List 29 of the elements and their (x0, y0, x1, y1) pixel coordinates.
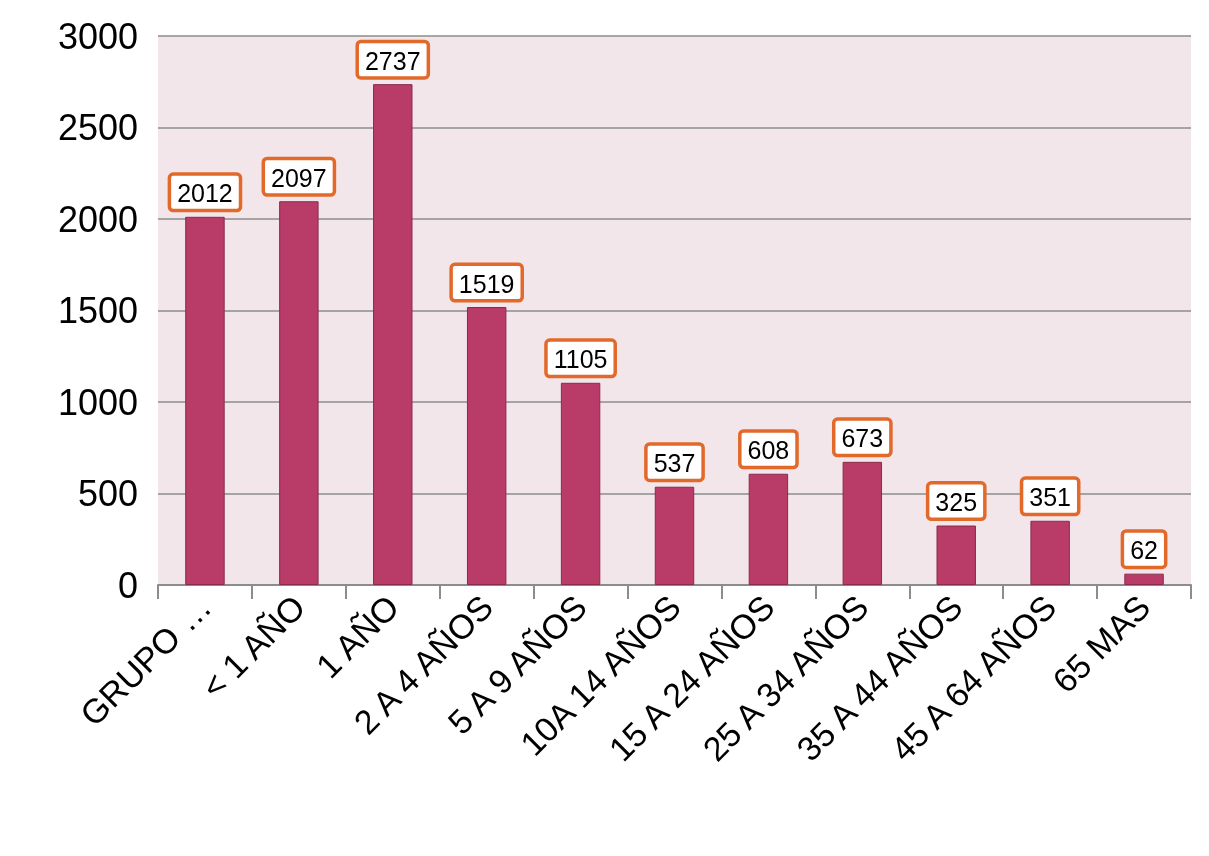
bar (373, 84, 413, 585)
data-label: 351 (1029, 483, 1071, 512)
bar (842, 461, 883, 585)
data-label: 537 (653, 449, 696, 478)
data-label: 1105 (553, 345, 608, 374)
y-tick-label: 0 (117, 564, 138, 606)
data-label: 1519 (458, 269, 515, 298)
data-label: 2737 (364, 46, 421, 75)
bar (560, 382, 601, 585)
bar (185, 216, 225, 585)
y-tick-label: 2500 (57, 107, 138, 148)
bar (1124, 573, 1164, 585)
y-tick-label: 1000 (57, 381, 138, 423)
data-label: 673 (841, 424, 884, 453)
y-tick-label: 1500 (57, 290, 138, 331)
data-label: 2097 (271, 163, 327, 192)
bar (466, 307, 507, 585)
y-tick-label: 2000 (57, 198, 138, 240)
bar (279, 201, 319, 585)
y-tick-label: 500 (77, 473, 138, 514)
bar (748, 473, 789, 585)
data-label: 325 (935, 488, 978, 517)
y-tick-label: 3000 (57, 15, 138, 57)
data-label: 2012 (177, 179, 233, 208)
bar (1030, 520, 1070, 585)
data-label: 608 (747, 436, 790, 465)
data-label: 62 (1130, 536, 1158, 565)
bar (654, 486, 695, 585)
bar (936, 525, 976, 585)
